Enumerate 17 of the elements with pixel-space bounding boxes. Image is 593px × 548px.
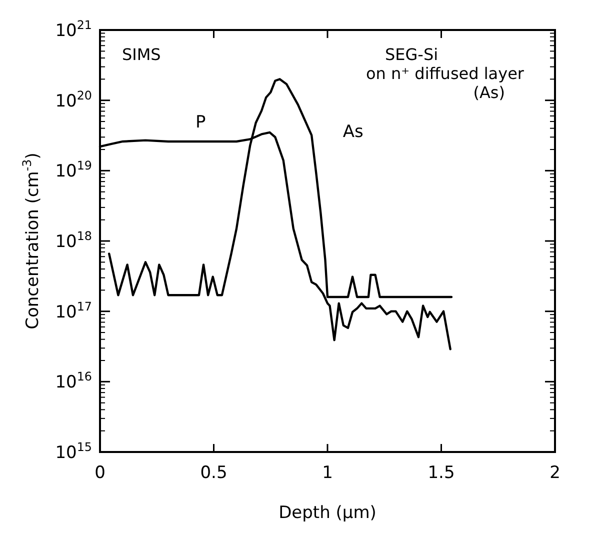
annotation: SIMS (122, 45, 161, 64)
annotation: SEG-Si on n⁺ diffused layer (As) (366, 45, 524, 102)
x-tick-label: 0 (94, 463, 106, 483)
series-label: P (196, 112, 206, 132)
x-axis-title: Depth (μm) (278, 503, 376, 523)
y-tick-label: 10$^{21}$ (55, 18, 92, 41)
x-tick-label: 1 (322, 463, 333, 483)
x-tick-label: 0.5 (200, 463, 228, 483)
x-tick-label: 1.5 (428, 463, 455, 483)
series-label: As (342, 122, 364, 142)
y-tick-label: 10$^{19}$ (55, 158, 92, 182)
y-tick-label: 10$^{18}$ (55, 229, 92, 252)
y-tick-label: 10$^{16}$ (55, 370, 92, 393)
y-tick-label: 10$^{20}$ (55, 88, 92, 112)
y-tick-label: 10$^{17}$ (55, 299, 92, 322)
x-tick-label: 2 (550, 463, 560, 483)
y-tick-label: 10$^{15}$ (55, 440, 92, 463)
